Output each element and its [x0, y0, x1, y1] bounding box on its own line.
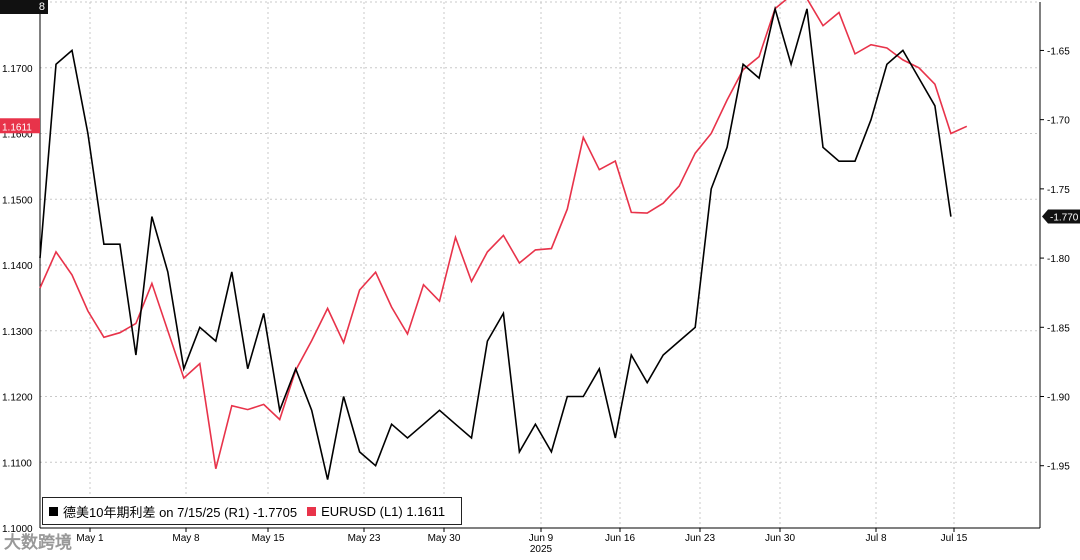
right-tick-label: -1.70: [1047, 116, 1070, 127]
grid-layer: [40, 1, 1040, 529]
watermark-logo: 大数跨境: [4, 533, 72, 552]
right-tick-label: -1.95: [1047, 462, 1070, 473]
right-tick-label: -1.65: [1047, 46, 1070, 57]
x-year-label: 2025: [530, 544, 553, 555]
right-tick-label: -1.75: [1047, 185, 1070, 196]
legend: 德美10年期利差 on 7/15/25 (R1) -1.7705 EURUSD …: [42, 497, 463, 525]
legend-swatch-eurusd: [307, 506, 317, 516]
legend-swatch-spread: [49, 506, 58, 516]
right-tick-label: -1.80: [1047, 254, 1070, 265]
x-tick-label: Jul 8: [865, 533, 887, 544]
left-tick-label: 1.1600: [2, 130, 33, 141]
x-tick-label: Jun 23: [685, 533, 715, 544]
spread-last-value-tag: [1042, 209, 1080, 224]
axis-layer: [39, 2, 1044, 532]
corner-badge: 8: [0, 0, 48, 14]
line-layer: [39, 0, 968, 480]
left-tick-label: 1.1400: [2, 261, 33, 272]
spread-last-value-label: -1.770: [1050, 213, 1079, 224]
x-tick-label: Jun 16: [605, 533, 635, 544]
legend-label-eurusd: EURUSD (L1) 1.1611: [321, 503, 446, 519]
x-tick-label: May 15: [252, 533, 285, 544]
left-tick-label: 1.1200: [2, 393, 33, 404]
x-tick-label: Jun 30: [765, 533, 795, 544]
eurusd-last-value-label: 1.1611: [2, 122, 32, 133]
left-tick-label: 1.1700: [2, 64, 33, 75]
series-line-spread: [39, 5, 952, 480]
left-tick-label: 1.1000: [2, 524, 33, 535]
left-tick-label: 1.1100: [2, 458, 32, 469]
eurusd-last-value-tag: [0, 118, 40, 134]
legend-item-eurusd: EURUSD (L1) 1.1611: [307, 504, 445, 519]
x-tick-label: May 23: [348, 533, 381, 544]
x-tick-label: May 30: [428, 533, 461, 544]
legend-label-spread: 德美10年期利差 on 7/15/25 (R1) -1.7705: [63, 504, 298, 520]
x-tick-label: Jul 15: [941, 533, 968, 544]
series-line-eurusd: [39, 0, 968, 469]
legend-item-spread: 德美10年期利差 on 7/15/25 (R1) -1.7705: [49, 502, 297, 521]
x-tick-label: May 8: [172, 533, 200, 544]
x-tick-label: Jun 9: [529, 533, 554, 544]
right-tick-label: -1.85: [1047, 323, 1070, 334]
x-tick-label: May 1: [76, 533, 104, 544]
right-tick-label: -1.90: [1047, 393, 1070, 404]
left-tick-label: 1.1500: [2, 195, 33, 206]
left-tick-label: 1.1300: [2, 327, 33, 338]
